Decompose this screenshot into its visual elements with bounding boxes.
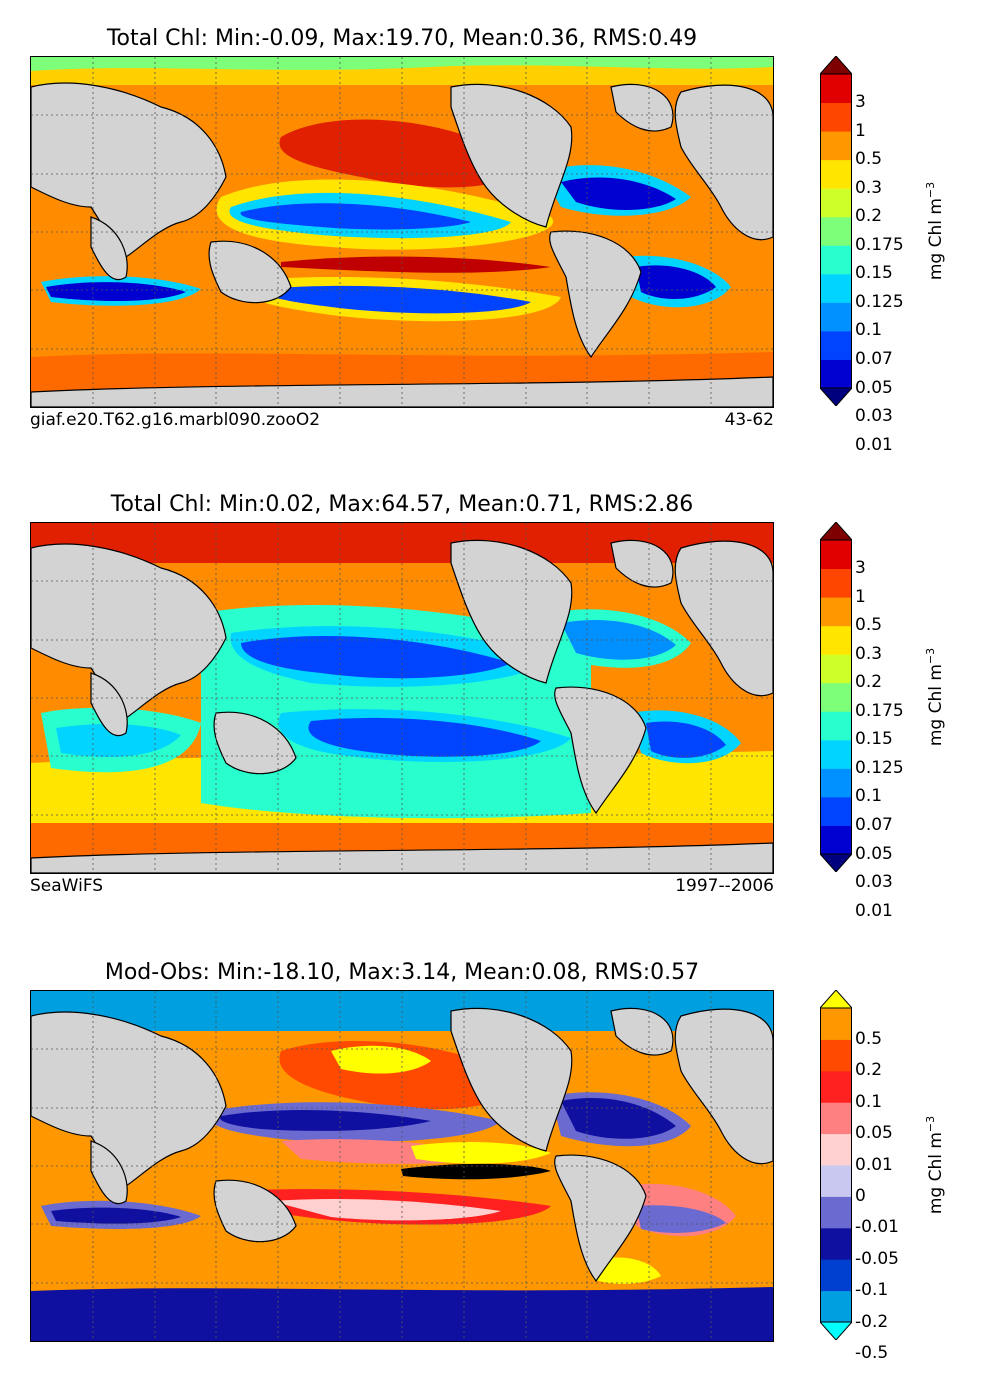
colorbar-ticks: 0.5 0.2 0.1 0.05 0.01 0 -0.01 -0.05 -0.1 -0.2 -0.5 [855,990,925,1361]
colorbar-tick-label: 0.2 [855,672,883,693]
colorbar-segment [820,245,852,275]
colorbar-segment [820,796,852,826]
colorbar-upper-extend [820,990,852,1009]
map-model-chl [30,56,774,408]
colorbar-upper-extend [820,522,852,541]
colorbar-segment [820,1290,852,1323]
map-seawifs-chl [30,522,774,874]
colorbar-segment [820,625,852,655]
map-mod-obs [30,990,774,1342]
colorbar-tick-label: 0.15 [855,729,893,750]
colorbar-tick-label: -0.5 [855,1342,889,1363]
colorbar-tick-label: 0.01 [855,434,893,455]
colorbar-segment [820,302,852,332]
colorbar-segment [820,739,852,769]
colorbar-tick-label: 0.1 [855,320,883,341]
colorbar-tick-label: 0.1 [855,786,883,807]
colorbar-tick-label: 0.5 [855,149,883,170]
colorbar [820,522,852,872]
colorbar-tick-label: 0.3 [855,643,883,664]
colorbar-tick-label: -0.05 [855,1248,899,1269]
colorbar-segment [820,102,852,132]
colorbar-segment [820,768,852,798]
caption-right: 43-62 [724,410,774,430]
colorbar-unit: mg Chl m−3 [924,647,946,747]
panel-title: Total Chl: Min:-0.09, Max:19.70, Mean:0.… [106,26,698,51]
colorbar-segment [820,1039,852,1072]
colorbar-tick-label: -0.1 [855,1280,889,1301]
colorbar-segment [820,825,852,855]
colorbar-segment [820,1165,852,1197]
colorbar [820,990,852,1340]
caption-left: SeaWiFS [30,876,104,896]
colorbar-tick-label: 1 [855,586,866,607]
colorbar-segment [820,359,852,389]
colorbar-tick-label: 0 [855,1185,866,1206]
colorbar-lower-extend [820,1321,852,1340]
colorbar-segment [820,654,852,684]
colorbar-ticks: 3 1 0.5 0.3 0.2 0.175 0.15 0.125 0.1 0.07 0.05 0.03… [855,56,925,454]
panel-difference: Mod-Obs: Min:-18.10, Max:3.14, Mean:0.08… [0,960,981,1400]
colorbar-tick-label: 0.01 [855,900,893,921]
colorbar-segment [820,330,852,360]
colorbar-unit: mg Chl m−3 [924,181,946,281]
colorbar-segment [820,159,852,189]
panel-observed: Total Chl: Min:0.02, Max:64.57, Mean:0.7… [0,492,981,932]
colorbar-segment [820,1008,852,1040]
colorbar-segment [820,131,852,161]
colorbar-segment [820,1133,852,1166]
caption-right: 1997--2006 [675,876,774,896]
colorbar-segment [820,216,852,246]
colorbar-lower-extend [820,387,852,406]
colorbar-tick-label: 0.05 [855,843,893,864]
colorbar-tick-label: 0.125 [855,757,904,778]
colorbar-tick-label: 0.05 [855,377,893,398]
colorbar-unit: mg Chl m−3 [924,1115,946,1215]
colorbar-tick-label: 0.15 [855,263,893,284]
colorbar-tick-label: 0.5 [855,615,883,636]
colorbar-ticks: 3 1 0.5 0.3 0.2 0.175 0.15 0.125 0.1 0.07 0.05 0.03… [855,522,925,920]
colorbar-segment [820,273,852,303]
colorbar-tick-label: 0.175 [855,700,904,721]
colorbar-segment [820,1227,852,1260]
colorbar-segment [820,568,852,598]
colorbar-tick-label: 0.07 [855,814,893,835]
colorbar-tick-label: 0.175 [855,234,904,255]
colorbar-tick-label: 0.03 [855,406,893,427]
colorbar-tick-label: -0.2 [855,1311,889,1332]
colorbar-tick-label: 1 [855,120,866,141]
colorbar-tick-label: 0.01 [855,1154,893,1175]
colorbar-segment [820,74,852,104]
colorbar-tick-label: 0.3 [855,177,883,198]
panel-title: Total Chl: Min:0.02, Max:64.57, Mean:0.7… [110,492,694,517]
colorbar-tick-label: 0.2 [855,206,883,227]
colorbar-tick-label: 0.1 [855,1091,883,1112]
colorbar-segment [820,1196,852,1229]
colorbar-segment [820,1070,852,1103]
panel-title: Mod-Obs: Min:-18.10, Max:3.14, Mean:0.08… [104,960,700,985]
colorbar-segment [820,682,852,712]
colorbar-segment [820,188,852,218]
colorbar-segment [820,1259,852,1292]
colorbar-tick-label: 0.2 [855,1060,883,1081]
caption-left: giaf.e20.T62.g16.marbl090.zooO2 [30,410,321,430]
colorbar-tick-label: 0.07 [855,348,893,369]
colorbar-tick-label: 3 [855,92,866,113]
colorbar-upper-extend [820,56,852,75]
panel-model: Total Chl: Min:-0.09, Max:19.70, Mean:0.… [0,26,981,466]
colorbar-segment [820,597,852,627]
colorbar-tick-label: 0.125 [855,291,904,312]
colorbar-tick-label: 0.05 [855,1123,893,1144]
colorbar-tick-label: -0.01 [855,1217,899,1238]
colorbar-tick-label: 0.5 [855,1028,883,1049]
colorbar-segment [820,1102,852,1135]
colorbar-segment [820,711,852,741]
colorbar [820,56,852,406]
colorbar-lower-extend [820,853,852,872]
colorbar-tick-label: 3 [855,558,866,579]
colorbar-tick-label: 0.03 [855,872,893,893]
colorbar-segment [820,540,852,570]
